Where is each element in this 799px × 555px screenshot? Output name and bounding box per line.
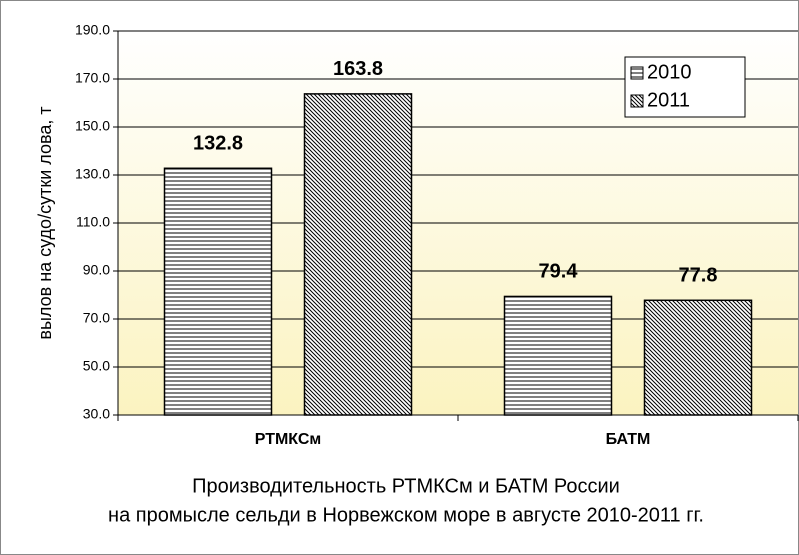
y-tick-label: 170.0 xyxy=(75,70,110,86)
legend-swatch xyxy=(630,94,644,108)
bar xyxy=(163,167,273,416)
value-label: 77.8 xyxy=(679,265,718,287)
y-tick-label: 190.0 xyxy=(75,22,110,38)
chart-title: на промысле сельди в Норвежском море в а… xyxy=(108,504,704,526)
legend-label: 2011 xyxy=(647,89,690,111)
x-tick-label: БАТМ xyxy=(606,431,651,448)
value-label: 79.4 xyxy=(539,261,579,283)
y-tick-label: 50.0 xyxy=(83,358,110,374)
y-tick-label: 30.0 xyxy=(83,406,110,422)
y-tick-label: 90.0 xyxy=(83,262,110,278)
y-tick-label: 130.0 xyxy=(75,166,110,182)
value-label: 163.8 xyxy=(333,58,383,80)
chart-title: Производительность РТМКСм и БАТМ России xyxy=(192,475,620,497)
bar xyxy=(503,295,613,416)
y-axis-label: вылов на судо/сутки лова, т xyxy=(35,106,55,339)
legend-label: 2010 xyxy=(647,61,692,83)
value-label: 132.8 xyxy=(193,133,243,155)
y-tick-label: 110.0 xyxy=(76,214,110,230)
x-tick-label: РТМКСм xyxy=(255,431,322,448)
legend-swatch xyxy=(630,66,644,80)
y-tick-label: 70.0 xyxy=(83,310,110,326)
y-tick-label: 150.0 xyxy=(75,118,110,134)
legend-box xyxy=(624,56,746,118)
bar xyxy=(643,299,753,416)
bar xyxy=(303,93,413,416)
